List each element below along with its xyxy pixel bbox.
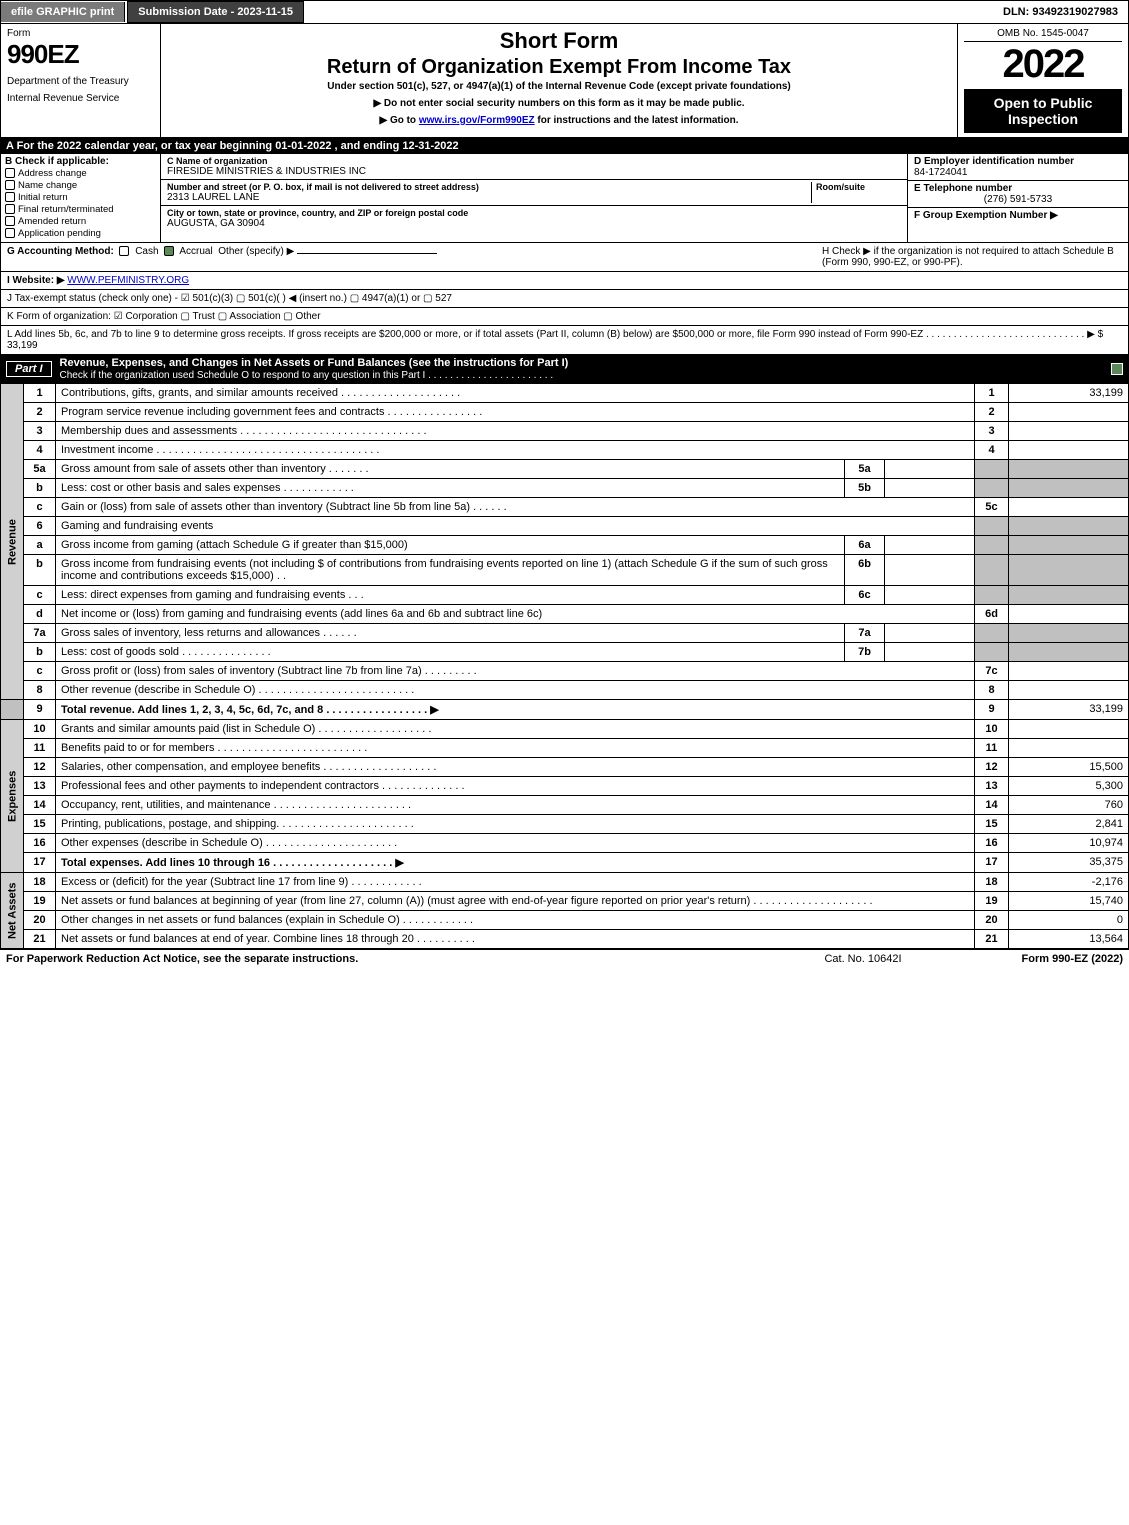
line-21-value: 13,564 — [1009, 930, 1129, 949]
revenue-side-label: Revenue — [1, 384, 24, 700]
chk-address-change[interactable] — [5, 168, 15, 178]
h-check-text: H Check ▶ if the organization is not req… — [822, 246, 1122, 268]
entity-info-row: B Check if applicable: Address change Na… — [0, 154, 1129, 243]
street-value: 2313 LAUREL LANE — [167, 192, 811, 203]
org-name-label: C Name of organization — [167, 156, 901, 166]
row-j-status: J Tax-exempt status (check only one) - ☑… — [0, 290, 1129, 308]
form-header: Form 990EZ Department of the Treasury In… — [0, 24, 1129, 138]
row-l-gross: L Add lines 5b, 6c, and 7b to line 9 to … — [0, 326, 1129, 355]
line-20-value: 0 — [1009, 911, 1129, 930]
website-label: I Website: ▶ — [7, 275, 65, 286]
expenses-side-label: Expenses — [1, 720, 24, 873]
part-1-schedule-o-check[interactable] — [1111, 363, 1123, 375]
form-id-block: Form 990EZ Department of the Treasury In… — [1, 24, 161, 137]
line-16-value: 10,974 — [1009, 834, 1129, 853]
line-1-value: 33,199 — [1009, 384, 1129, 403]
line-17-total-expenses: 35,375 — [1009, 853, 1129, 873]
paperwork-notice: For Paperwork Reduction Act Notice, see … — [6, 953, 358, 965]
org-name: FIRESIDE MINISTRIES & INDUSTRIES INC — [167, 166, 901, 177]
ssn-warning: ▶ Do not enter social security numbers o… — [169, 98, 949, 109]
ein-label: D Employer identification number — [914, 156, 1074, 167]
ein-value: 84-1724041 — [914, 167, 967, 178]
omb-year-block: OMB No. 1545-0047 2022 Open to Public In… — [958, 24, 1128, 137]
line-19-value: 15,740 — [1009, 892, 1129, 911]
row-k-org: K Form of organization: ☑ Corporation ▢ … — [0, 308, 1129, 326]
form-of-organization: K Form of organization: ☑ Corporation ▢ … — [7, 311, 321, 322]
dln-label: DLN: 93492319027983 — [993, 2, 1128, 22]
part-1-sub: Check if the organization used Schedule … — [60, 370, 554, 381]
part-1-label: Part I — [6, 361, 52, 377]
form-title-block: Short Form Return of Organization Exempt… — [161, 24, 958, 137]
line-9-total-revenue: 33,199 — [1009, 700, 1129, 720]
chk-initial-return[interactable] — [5, 192, 15, 202]
netassets-side-label: Net Assets — [1, 873, 24, 949]
street-label: Number and street (or P. O. box, if mail… — [167, 182, 811, 192]
chk-name-change[interactable] — [5, 180, 15, 190]
cat-no: Cat. No. 10642I — [824, 953, 901, 965]
line-13-value: 5,300 — [1009, 777, 1129, 796]
efile-print-button[interactable]: efile GRAPHIC print — [1, 2, 125, 22]
line-15-value: 2,841 — [1009, 815, 1129, 834]
omb-number: OMB No. 1545-0047 — [964, 28, 1122, 42]
part-1-header: Part I Revenue, Expenses, and Changes in… — [0, 355, 1129, 383]
phone-value: (276) 591-5733 — [914, 194, 1122, 205]
page-footer: For Paperwork Reduction Act Notice, see … — [0, 949, 1129, 968]
return-title: Return of Organization Exempt From Incom… — [169, 56, 949, 79]
form-number: 990EZ — [7, 39, 154, 70]
tax-exempt-status: J Tax-exempt status (check only one) - ☑… — [7, 293, 452, 304]
dept-treasury: Department of the Treasury — [7, 76, 154, 87]
col-d-contact: D Employer identification number 84-1724… — [908, 154, 1128, 242]
row-i-website: I Website: ▶ WWW.PEFMINISTRY.ORG — [0, 272, 1129, 290]
form-ref: Form 990-EZ (2022) — [1022, 953, 1123, 965]
col-c-org-info: C Name of organization FIRESIDE MINISTRI… — [161, 154, 908, 242]
website-link[interactable]: WWW.PEFMINISTRY.ORG — [67, 275, 189, 286]
goto-line: ▶ Go to www.irs.gov/Form990EZ for instru… — [169, 115, 949, 126]
subtitle: Under section 501(c), 527, or 4947(a)(1)… — [169, 81, 949, 92]
tax-year: 2022 — [964, 42, 1122, 87]
part-1-title: Revenue, Expenses, and Changes in Net As… — [60, 357, 569, 369]
chk-amended-return[interactable] — [5, 216, 15, 226]
chk-accrual[interactable] — [164, 246, 174, 256]
row-g-h: G Accounting Method: Cash Accrual Other … — [0, 243, 1129, 272]
top-bar: efile GRAPHIC print Submission Date - 20… — [0, 0, 1129, 24]
chk-application-pending[interactable] — [5, 228, 15, 238]
city-value: AUGUSTA, GA 30904 — [167, 218, 901, 229]
form-word: Form — [7, 28, 154, 39]
line-18-value: -2,176 — [1009, 873, 1129, 892]
room-label: Room/suite — [816, 182, 901, 192]
col-b-label: B Check if applicable: — [5, 156, 156, 167]
open-public-badge: Open to Public Inspection — [964, 89, 1122, 133]
phone-label: E Telephone number — [914, 183, 1012, 194]
col-b-checkboxes: B Check if applicable: Address change Na… — [1, 154, 161, 242]
dept-irs: Internal Revenue Service — [7, 93, 154, 104]
group-exemption-label: F Group Exemption Number ▶ — [914, 210, 1058, 221]
irs-link[interactable]: www.irs.gov/Form990EZ — [419, 115, 535, 126]
chk-cash[interactable] — [119, 246, 129, 256]
accounting-method-label: G Accounting Method: — [7, 246, 114, 257]
chk-final-return[interactable] — [5, 204, 15, 214]
line-14-value: 760 — [1009, 796, 1129, 815]
gross-receipts-text: L Add lines 5b, 6c, and 7b to line 9 to … — [7, 329, 1122, 351]
submission-date-label: Submission Date - 2023-11-15 — [127, 1, 304, 23]
part-1-table: Revenue 1 Contributions, gifts, grants, … — [0, 383, 1129, 949]
line-12-value: 15,500 — [1009, 758, 1129, 777]
short-form-title: Short Form — [169, 28, 949, 54]
city-label: City or town, state or province, country… — [167, 208, 901, 218]
section-a-bar: A For the 2022 calendar year, or tax yea… — [0, 138, 1129, 154]
